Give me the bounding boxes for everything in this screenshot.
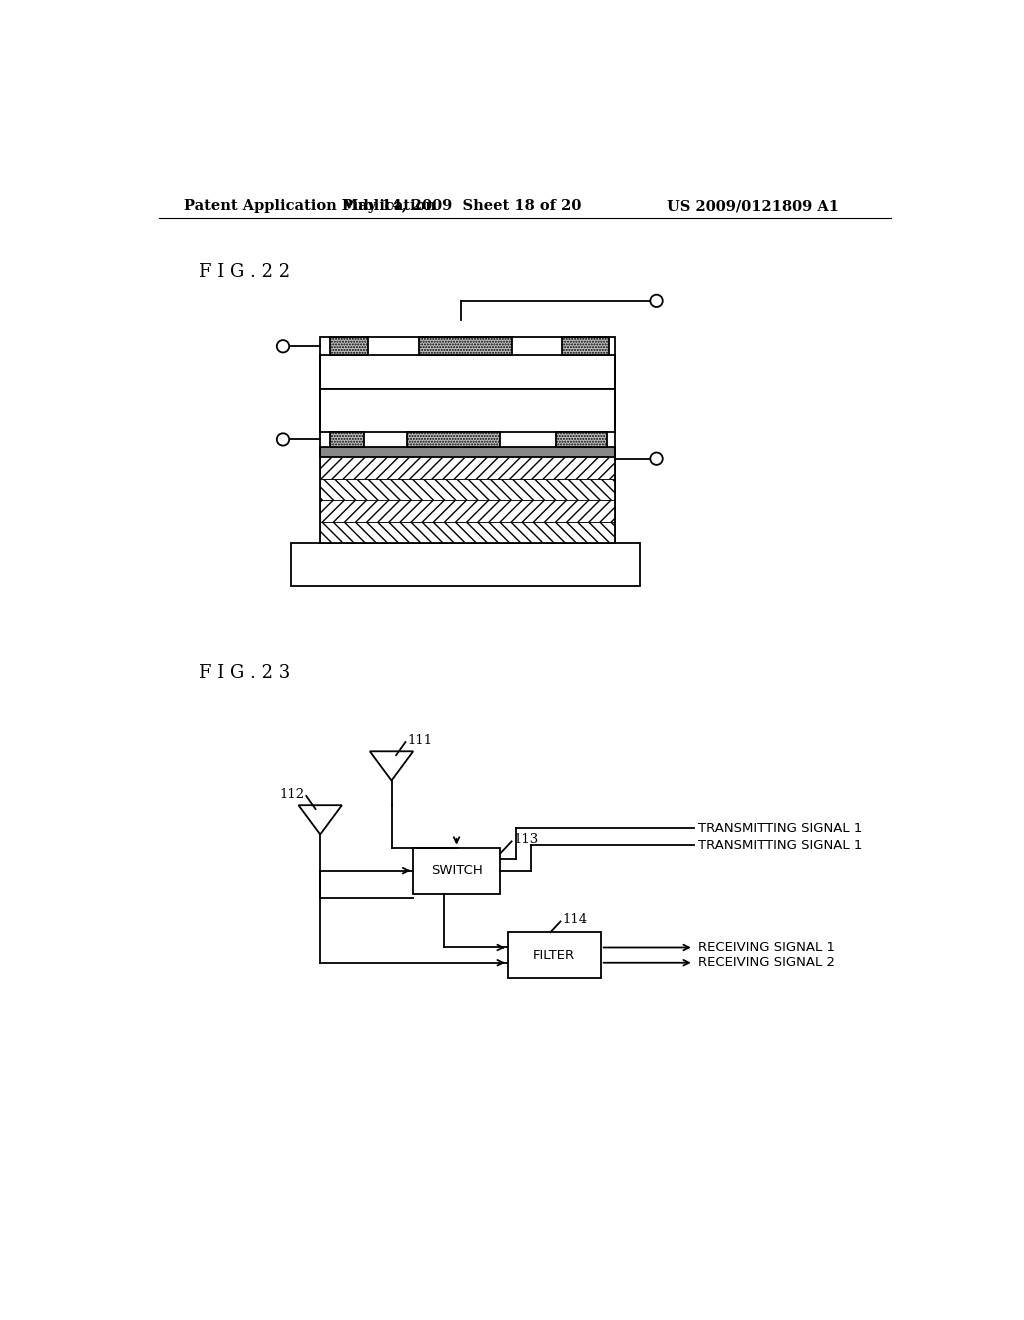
- Bar: [321, 479, 614, 500]
- Circle shape: [276, 433, 289, 446]
- Bar: [321, 355, 614, 389]
- Bar: [414, 847, 500, 894]
- Bar: [508, 932, 601, 978]
- Text: F I G . 2 3: F I G . 2 3: [200, 664, 291, 681]
- Bar: [321, 337, 614, 544]
- Text: RECEIVING SIGNAL 2: RECEIVING SIGNAL 2: [697, 956, 835, 969]
- Bar: [291, 544, 640, 586]
- Text: May 14, 2009  Sheet 18 of 20: May 14, 2009 Sheet 18 of 20: [342, 199, 581, 213]
- Bar: [321, 389, 614, 432]
- Text: TRANSMITTING SIGNAL 1: TRANSMITTING SIGNAL 1: [697, 822, 862, 834]
- Text: US 2009/0121809 A1: US 2009/0121809 A1: [667, 199, 839, 213]
- Text: 113: 113: [513, 833, 539, 846]
- Circle shape: [650, 453, 663, 465]
- Bar: [321, 500, 614, 521]
- Circle shape: [650, 294, 663, 308]
- Bar: [321, 521, 614, 544]
- Text: 112: 112: [280, 788, 305, 801]
- Bar: [330, 432, 365, 447]
- Text: Patent Application Publication: Patent Application Publication: [183, 199, 436, 213]
- Text: 111: 111: [407, 734, 432, 747]
- Bar: [419, 337, 512, 355]
- Text: RECEIVING SIGNAL 1: RECEIVING SIGNAL 1: [697, 941, 835, 954]
- Text: 114: 114: [562, 913, 587, 927]
- Bar: [407, 432, 500, 447]
- Text: TRANSMITTING SIGNAL 1: TRANSMITTING SIGNAL 1: [697, 838, 862, 851]
- Bar: [330, 337, 369, 355]
- Text: F I G . 2 2: F I G . 2 2: [200, 264, 291, 281]
- Text: FILTER: FILTER: [534, 949, 575, 962]
- Bar: [321, 447, 614, 457]
- Circle shape: [276, 341, 289, 352]
- Polygon shape: [299, 805, 342, 834]
- Bar: [321, 457, 614, 479]
- Text: SWITCH: SWITCH: [431, 865, 482, 878]
- Bar: [562, 337, 608, 355]
- Bar: [556, 432, 607, 447]
- Polygon shape: [370, 751, 414, 780]
